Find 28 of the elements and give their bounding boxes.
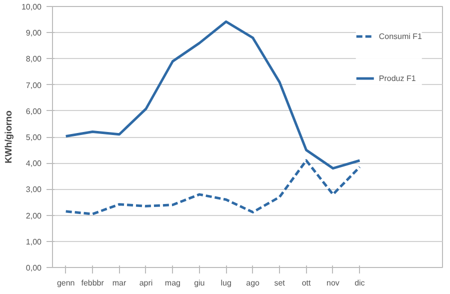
y-axis-title: KWh/giorno	[3, 110, 14, 164]
x-tick-label: nov	[326, 278, 340, 288]
y-tick-label: 1,00	[26, 237, 42, 246]
y-tick-label: 7,00	[26, 80, 42, 90]
y-tick-label: 0,00	[26, 264, 42, 272]
y-tick-label: 2,00	[26, 211, 42, 220]
x-tick-label: lug	[220, 278, 232, 288]
x-tick-label: giu	[194, 278, 205, 288]
x-tick-label: set	[274, 278, 286, 288]
legend-label: Produz F1	[378, 74, 416, 82]
line-series	[64, 20, 361, 170]
y-tick-label: 6,00	[26, 106, 42, 116]
x-tick-label: mar	[112, 278, 127, 288]
x-tick-label: febbbr	[81, 278, 104, 288]
y-tick-label: 5,00	[26, 133, 42, 142]
legend-label: Consumi F1	[378, 32, 422, 40]
x-tick-label: ago	[246, 278, 260, 288]
x-tick-label: mag	[164, 278, 180, 288]
y-tick-label: 10,00	[21, 2, 42, 12]
y-tick-label: 8,00	[26, 54, 42, 64]
y-tick-label: 4,00	[26, 159, 42, 168]
y-tick-label: 3,00	[26, 185, 42, 194]
x-tick-label: ott	[302, 278, 312, 288]
x-tick-label: dic	[354, 278, 365, 288]
x-tick-label: genn	[56, 278, 75, 288]
y-tick-label: 9,00	[26, 28, 42, 38]
x-tick-label: apri	[139, 278, 153, 288]
line-series	[64, 159, 361, 216]
